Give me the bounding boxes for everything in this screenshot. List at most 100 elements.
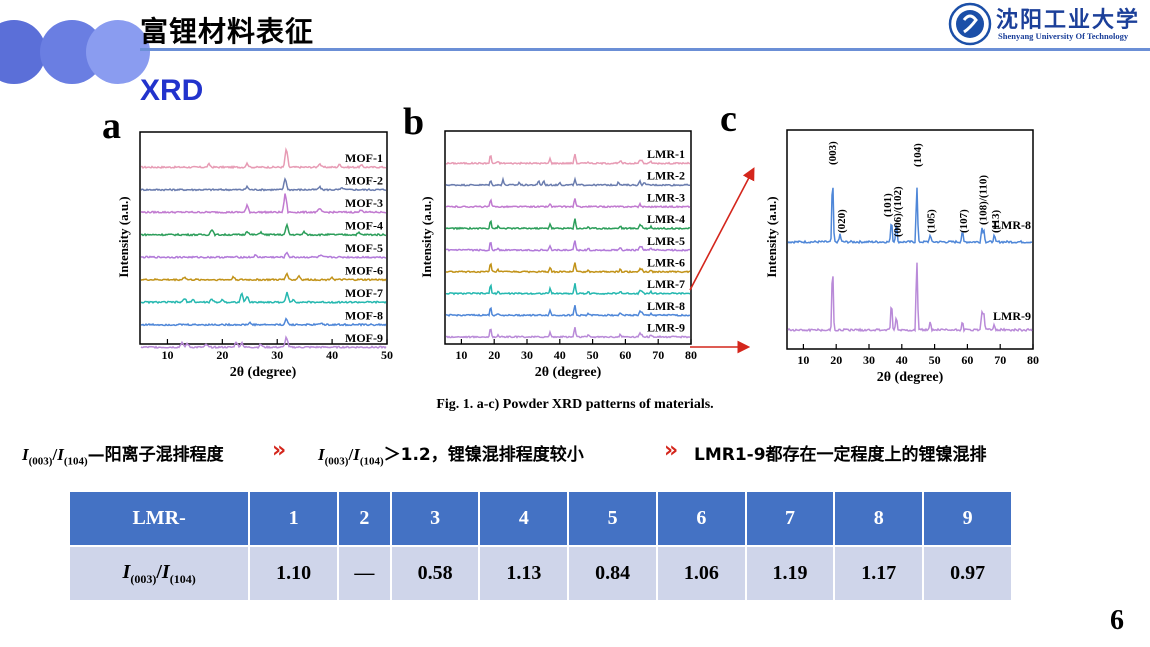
panel-letter-c: c <box>720 98 737 140</box>
plot-frame-c <box>786 129 1034 350</box>
x-tick-label: 80 <box>1027 353 1039 367</box>
y-axis-label-b: Intensity (a.u.) <box>419 196 434 277</box>
table-cell: 0.84 <box>567 545 658 602</box>
xrd-line-c <box>787 187 1033 245</box>
x-axis-label-b: 2θ (degree) <box>535 365 602 380</box>
xrd-chart-c: 10 20 30 40 50 60 70 80 LMR-8 LMR-9 (003) (020) (1… <box>764 129 1039 385</box>
series-label-b: LMR-7 <box>647 277 685 291</box>
x-tick-label: 60 <box>619 348 631 362</box>
table-header-cell: 2 <box>336 490 392 547</box>
university-logo: 沈阳工业大学 Shenyang University Of Technology <box>948 2 1148 46</box>
header-circle-3 <box>86 20 150 84</box>
peak-label: (020) <box>836 209 848 233</box>
series-label-b: LMR-2 <box>647 169 685 183</box>
table-cell: 1.13 <box>478 545 570 602</box>
x-tick-label: 20 <box>488 348 500 362</box>
x-tick-label: 70 <box>652 348 664 362</box>
slide-title: 富锂材料表征 <box>140 15 315 48</box>
xrd-line-a <box>140 251 387 259</box>
xrd-line-b <box>445 240 690 252</box>
table-header-cell: 5 <box>567 490 658 547</box>
table-header-cell: 1 <box>248 490 339 547</box>
series-label-a: MOF-6 <box>345 264 383 278</box>
xrd-line-b <box>445 176 691 187</box>
peak-label: (108)/(110) <box>977 175 989 225</box>
table-cell: 1.10 <box>248 545 339 602</box>
x-tick-label: 10 <box>161 348 173 362</box>
xrd-line-b <box>445 327 691 339</box>
x-tick-label: 20 <box>830 353 842 367</box>
series-label-a: MOF-3 <box>345 196 383 210</box>
ratio-table: LMR- 1 2 3 4 5 6 7 8 9 I(003)/I(104) 1.1… <box>67 490 1013 602</box>
table-header-cell: LMR- <box>67 490 251 547</box>
xrd-line-b <box>445 153 691 166</box>
x-axis-label-a: 2θ (degree) <box>230 365 297 380</box>
panel-letter-b: b <box>403 101 425 143</box>
x-axis-label-c: 2θ (degree) <box>877 370 944 385</box>
peak-label: (107) <box>958 209 970 233</box>
peak-label: (003) <box>827 141 839 165</box>
series-label-c: LMR-8 <box>993 218 1031 232</box>
x-tick-label: 50 <box>381 348 393 362</box>
table-header-row: LMR- 1 2 3 4 5 6 7 8 9 <box>67 490 1013 547</box>
x-tick-label: 70 <box>994 353 1006 367</box>
x-tick-label: 50 <box>587 348 599 362</box>
zoom-arrow-up <box>689 167 755 291</box>
double-arrow-icon-1: » <box>272 438 287 463</box>
table-header-cell: 9 <box>922 490 1013 547</box>
page-number: 6 <box>1110 605 1124 636</box>
header-line <box>140 48 1150 51</box>
y-axis-label-c: Intensity (a.u.) <box>764 196 779 277</box>
xrd-chart-a: 10 20 30 40 50 MOF-1 MOF-2 MOF-3 MOF-4 MOF-5 MOF-… <box>116 131 393 380</box>
logo-text: 沈阳工业大学 <box>996 7 1141 33</box>
x-tick-label: 40 <box>554 348 566 362</box>
table-header-cell: 8 <box>833 490 925 547</box>
series-label-a: MOF-8 <box>345 309 383 323</box>
xrd-line-b <box>446 198 691 209</box>
table-cell: 1.17 <box>833 545 925 602</box>
table-cell: 0.58 <box>389 545 481 602</box>
table-header-cell: 3 <box>389 490 481 547</box>
zoom-arrows <box>689 167 755 354</box>
panel-letter-a: a <box>102 105 121 147</box>
table-cell: 0.97 <box>922 545 1013 602</box>
series-label-a: MOF-5 <box>345 241 383 255</box>
series-label-a: MOF-1 <box>345 151 383 165</box>
x-tick-label: 10 <box>797 353 809 367</box>
series-label-b: LMR-3 <box>647 190 685 204</box>
table-header-cell: 7 <box>744 490 836 547</box>
peak-label: (105) <box>925 209 937 233</box>
peak-label: (101) <box>882 193 894 217</box>
double-arrow-icon-2: » <box>664 438 679 463</box>
logo-subtext: Shenyang University Of Technology <box>998 31 1129 41</box>
series-label-b: LMR-6 <box>647 256 685 270</box>
table-cell: 1.06 <box>655 545 747 602</box>
xrd-line-a <box>140 291 387 305</box>
x-tick-label: 40 <box>896 353 908 367</box>
xrd-line-c <box>787 262 1033 334</box>
x-tick-label: 30 <box>863 353 875 367</box>
series-label-a: MOF-4 <box>345 219 383 233</box>
xrd-line-b <box>445 218 691 231</box>
x-tick-label: 80 <box>685 348 697 362</box>
xrd-line-a <box>140 193 387 215</box>
xrd-line-b <box>445 283 691 296</box>
xrd-line-a <box>140 222 387 237</box>
ratio-definition: I(003)/I(104)—阳离子混排程度 <box>22 445 224 468</box>
y-axis-label-a: Intensity (a.u.) <box>116 196 131 277</box>
peak-label: (104) <box>912 143 924 167</box>
xrd-chart-b: 10 20 30 40 50 60 70 80 LMR-1 LMR-2 LMR-3 LMR-4 LMR… <box>419 130 697 380</box>
peak-label: (006)/(102) <box>892 186 904 237</box>
xrd-line-a <box>140 271 387 282</box>
x-tick-label: 20 <box>216 348 228 362</box>
ratio-threshold: I(003)/I(104)＞1.2，锂镍混排程度较小 <box>318 445 584 468</box>
x-tick-label: 10 <box>455 348 467 362</box>
series-label-a: MOF-7 <box>345 286 383 300</box>
university-seal-icon <box>948 2 992 46</box>
xrd-line-a <box>140 146 387 170</box>
table-header-cell: 4 <box>478 490 570 547</box>
x-tick-label: 40 <box>326 348 338 362</box>
conclusion-text: LMR1-9都存在一定程度上的锂镍混排 <box>694 445 987 465</box>
series-label-b: LMR-1 <box>647 147 685 161</box>
table-cell: 1.19 <box>744 545 836 602</box>
